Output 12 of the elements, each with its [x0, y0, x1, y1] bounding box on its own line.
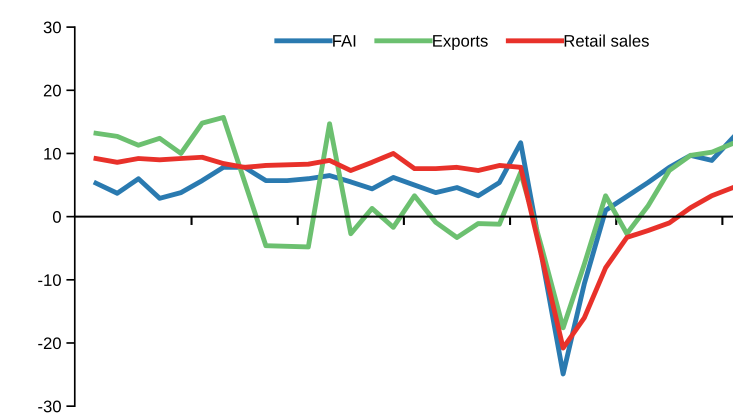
line-series [94, 151, 733, 350]
y-tick-label: 30 [44, 22, 61, 34]
legend-label: Exports [433, 35, 488, 50]
y-tick-label: 0 [52, 211, 61, 223]
y-tick-label: 20 [44, 84, 61, 96]
y-tick-label: -10 [38, 274, 61, 286]
legend-label: Retail sales [564, 34, 649, 47]
y-tick-label: 10 [44, 148, 61, 160]
y-tick-label: -30 [38, 400, 61, 412]
y-tick-label: -20 [38, 337, 61, 350]
line-series [94, 115, 733, 330]
legend-label: FAI [333, 35, 356, 47]
